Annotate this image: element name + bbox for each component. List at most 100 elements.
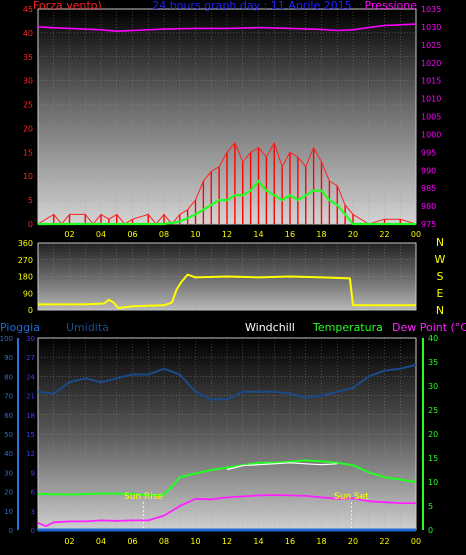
compass-letter: N [436,304,444,317]
pressure-line [37,23,417,33]
hour-tick-label: 06 [127,230,137,239]
humidity-tick-label: 27 [26,354,35,362]
hour-tick-label: 10 [190,537,200,546]
hour-tick-label: 22 [379,537,389,546]
temperature-tick-label: 25 [428,406,438,415]
rain-tick-label: 20 [4,489,13,497]
pressure-tick-label: 1035 [421,5,441,14]
humidity-tick-label: 21 [26,393,35,401]
temperature-tick-label: 10 [428,478,438,487]
humidity-tick-label: 6 [31,489,36,497]
grid-lines [17,8,424,531]
pressure-tick-label: 1005 [421,113,441,122]
hour-tick-label: 02 [64,230,74,239]
hour-tick-label: 14 [253,537,263,546]
chart-title: 24 hours graph day : 11 Aprile 2015 [152,0,351,12]
pressure-tick-label: 1015 [421,77,441,86]
hour-tick-label: 08 [159,537,169,546]
legend-humidity: Umidita [66,321,109,334]
humidity-tick-label: 0 [31,527,35,535]
wind-tick-label: 15 [23,148,33,157]
humidity-tick-label: 24 [26,373,35,381]
direction-tick-label: 360 [18,239,33,248]
direction-tick-label: 0 [28,306,33,315]
rain-tick-label: 70 [4,393,13,401]
hour-tick-label: 16 [285,537,295,546]
rain-tick-label: 30 [4,469,13,477]
dewpoint-line [37,494,416,528]
axis-labels: 0202040406060808101012121414161618182020… [0,5,446,546]
temperature-tick-label: 20 [428,430,438,439]
rain-tick-label: 50 [4,431,13,439]
hour-tick-label: 00 [411,537,421,546]
pressure-tick-label: 1000 [421,130,441,139]
rain-tick-label: 90 [4,354,13,362]
sunrise-label: Sun Rise [124,492,163,502]
pressure-tick-label: 980 [421,202,436,211]
rain-tick-label: 10 [4,508,13,516]
hour-tick-label: 04 [96,230,106,239]
direction-tick-label: 180 [18,273,33,282]
wind-tick-label: 30 [23,77,33,86]
legend-windchill: Windchill [245,321,295,334]
wind-average-line [38,179,416,226]
pressure-tick-label: 1030 [421,23,441,32]
humidity-tick-label: 12 [26,450,35,458]
temperature-tick-label: 5 [428,502,433,511]
hour-tick-label: 20 [348,230,358,239]
humidity-line [37,363,417,401]
wind-tick-label: 45 [23,5,33,14]
wind-tick-label: 40 [23,29,33,38]
pressure-tick-label: 975 [421,220,436,229]
pressure-tick-label: 985 [421,184,436,193]
temperature-tick-label: 35 [428,358,438,367]
hour-tick-label: 00 [411,230,421,239]
humidity-tick-label: 15 [26,431,35,439]
direction-tick-label: 270 [18,256,33,265]
humidity-tick-label: 3 [31,508,35,516]
rain-tick-label: 40 [4,450,13,458]
legend-rain: Pioggia [0,321,40,334]
wind-tick-label: 10 [23,172,33,181]
hour-tick-label: 14 [253,230,263,239]
rain-tick-label: 100 [0,335,13,343]
legend-temperature: Temperatura [312,321,383,334]
temperature-tick-label: 40 [428,334,438,343]
wind-tick-label: 5 [28,196,33,205]
wind-tick-label: 0 [28,220,33,229]
hour-tick-label: 04 [96,537,106,546]
rain-tick-label: 80 [4,373,13,381]
humidity-tick-label: 30 [26,335,35,343]
direction-tick-label: 90 [23,289,33,298]
hour-tick-label: 06 [127,537,137,546]
hour-tick-label: 02 [64,537,74,546]
hour-tick-label: 18 [316,537,326,546]
hour-tick-label: 08 [159,230,169,239]
hour-tick-label: 22 [379,230,389,239]
compass-letter: S [437,270,444,283]
wind-gust-line [37,142,417,225]
humidity-tick-label: 18 [26,412,35,420]
pressure-tick-label: 990 [421,166,436,175]
compass-letter: E [437,287,444,300]
hour-tick-label: 12 [222,230,232,239]
wind-tick-label: 35 [23,53,33,62]
series-lines [37,23,417,532]
temperature-tick-label: 15 [428,454,438,463]
humidity-tick-label: 9 [31,469,35,477]
compass-letter: W [435,253,446,266]
hour-tick-label: 10 [190,230,200,239]
hour-tick-label: 20 [348,537,358,546]
compass-letter: N [436,236,444,249]
sunset-label: Sun Set [334,492,369,502]
pressure-tick-label: 1025 [421,41,441,50]
hour-tick-label: 12 [222,537,232,546]
pressure-tick-label: 1020 [421,59,441,68]
hour-tick-label: 18 [316,230,326,239]
wind-axis-title: Forza vento) [33,0,102,12]
pressure-tick-label: 995 [421,148,436,157]
rain-tick-label: 60 [4,412,13,420]
wind-direction-line [38,273,416,310]
temperature-tick-label: 0 [428,526,433,535]
